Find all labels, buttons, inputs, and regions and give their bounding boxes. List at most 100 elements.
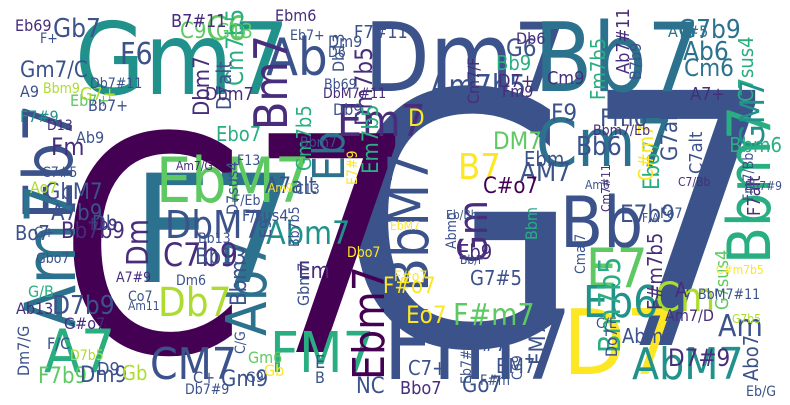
cloud-word: A7#9 — [116, 270, 152, 286]
cloud-word: C69 — [510, 355, 526, 380]
cloud-word: B7#11 — [171, 11, 227, 32]
cloud-word: Bb/F — [460, 253, 485, 267]
cloud-word: C6 — [206, 9, 247, 49]
cloud-word: C7b9 — [163, 236, 239, 274]
cloud-word: Gbo7 — [36, 251, 70, 267]
cloud-word: F/sus4 — [242, 206, 289, 225]
cloud-word: A7#5 — [668, 22, 709, 41]
cloud-word: Bb6 — [576, 132, 622, 162]
cloud-word: D7 — [563, 291, 677, 396]
cloud-word: EbM7 — [156, 144, 311, 217]
cloud-word: Bbm — [522, 206, 541, 240]
cloud-word: Bm7 — [244, 34, 298, 130]
cloud-word: Gm6 — [248, 348, 283, 367]
cloud-word: DbM7 — [165, 203, 265, 247]
cloud-word: C7#5 — [42, 165, 78, 181]
cloud-word: Am9 — [268, 181, 293, 195]
cloud-word: Abm — [622, 324, 664, 348]
cloud-word: Bb7 — [534, 6, 702, 114]
cloud-word: B — [315, 368, 325, 387]
cloud-word: AbM7 — [632, 339, 744, 390]
cloud-word: CM7 — [150, 339, 237, 390]
cloud-word: Dm — [121, 218, 156, 266]
cloud-word: A7+ — [690, 84, 725, 105]
cloud-word: G9 — [246, 370, 264, 386]
cloud-word: Ab13 — [16, 299, 54, 318]
cloud-word: Cm — [655, 275, 716, 321]
cloud-word: Fm7 — [383, 290, 572, 399]
cloud-word: Gm9 — [221, 367, 269, 392]
cloud-word: Bbo7 — [400, 378, 442, 399]
cloud-word: Bb13 — [198, 231, 231, 247]
cloud-word: Gb7 — [53, 14, 101, 44]
cloud-word: F#m7b5 — [643, 232, 667, 310]
cloud-word: F+ — [40, 31, 58, 47]
cloud-word: C7 — [58, 74, 419, 399]
cloud-word: Am — [718, 309, 763, 344]
cloud-word: Dbo7 — [347, 245, 381, 261]
cloud-word: Bbm7 — [300, 135, 337, 151]
cloud-word: Gm7/C — [20, 58, 88, 83]
cloud-word: D7#9 — [668, 344, 731, 372]
cloud-word: AM7 — [520, 158, 572, 188]
cloud-word: C7sus4 — [734, 36, 758, 102]
cloud-word: Am11 — [128, 299, 160, 313]
cloud-word: F7 — [133, 144, 297, 318]
cloud-word: C7+ — [408, 356, 448, 380]
cloud-word: Gb — [122, 361, 148, 385]
cloud-word: Em7 — [337, 96, 426, 147]
cloud-word: BbM7#11 — [698, 287, 761, 303]
cloud-word: NC — [356, 374, 385, 399]
cloud-word: Dbm7 — [205, 84, 254, 105]
cloud-word: Bb9 — [496, 51, 532, 75]
cloud-word: D7+ — [498, 71, 535, 92]
cloud-word: Gbm7 — [294, 262, 313, 306]
cloud-word: G6 — [506, 34, 537, 62]
cloud-word: Bb7b5 — [287, 206, 303, 247]
cloud-word: A7alt — [265, 174, 317, 199]
cloud-word: Eb/G — [746, 384, 776, 399]
cloud-word: DbM7#11 — [323, 86, 387, 102]
cloud-word: GbM7 — [45, 180, 103, 205]
cloud-word: C#m7b5 — [716, 263, 764, 277]
cloud-word: A7b9 — [51, 201, 103, 226]
cloud-word: Fm9 — [502, 82, 534, 101]
cloud-word: D6 — [328, 45, 346, 61]
cloud-word: Db6 — [516, 29, 546, 48]
cloud-word: Bb7+ — [88, 96, 129, 115]
cloud-word: Gb — [264, 361, 285, 380]
cloud-word: E — [315, 352, 326, 373]
cloud-word: D7b5 — [70, 348, 104, 364]
cloud-word: Db7#9 — [185, 382, 230, 398]
cloud-word: D7b9 — [52, 291, 115, 321]
cloud-word: Ebm — [524, 147, 565, 171]
cloud-word: Cm7#11 — [599, 164, 613, 212]
cloud-word: Do7 — [602, 327, 621, 357]
cloud-word: Gm7 — [75, 6, 290, 118]
cloud-word: Dm7/G — [14, 325, 33, 376]
cloud-word: Bbm — [227, 260, 252, 306]
cloud-word: Abo7 — [739, 334, 763, 381]
cloud-word: F7#11 — [354, 22, 408, 43]
cloud-word: Eb69 — [15, 16, 52, 35]
cloud-word: Db7#11 — [90, 76, 143, 92]
cloud-word: F9 — [551, 99, 578, 127]
cloud-word: F#7 — [470, 332, 507, 356]
cloud-word: FM7 — [270, 321, 375, 386]
cloud-word: F7b9 — [38, 364, 88, 389]
cloud-word: Am7/D — [665, 306, 714, 325]
cloud-word: DM7 — [493, 127, 542, 155]
cloud-word: C13 — [295, 182, 320, 198]
cloud-word: D9 — [97, 359, 120, 380]
cloud-word: C9 — [180, 19, 207, 44]
cloud-word: Fm — [51, 133, 85, 161]
cloud-word: E9 — [256, 219, 275, 238]
word-cloud: G7 C7 Gm7 Dm7 Bb7 F7 Fm7 D7 Eb7 Am7 EbM7 Bb Cm7 Bbm7 B… — [8, 6, 782, 399]
cloud-word: C/G — [233, 331, 249, 354]
cloud-word: Dm7 — [364, 6, 568, 114]
cloud-word: Eb7+ — [70, 91, 110, 110]
cloud-word: F6 — [120, 37, 153, 72]
cloud-word: Eb6 — [583, 277, 659, 328]
cloud-word: G7#5 — [470, 266, 522, 290]
